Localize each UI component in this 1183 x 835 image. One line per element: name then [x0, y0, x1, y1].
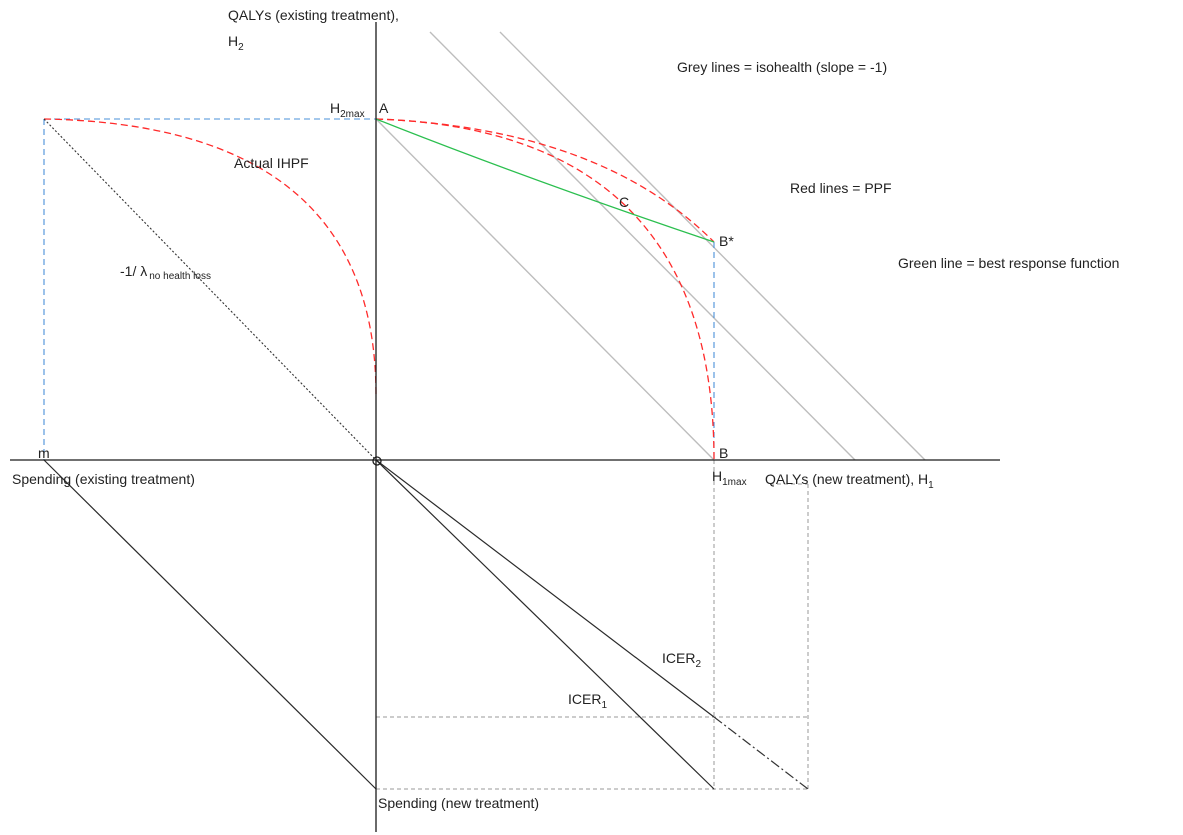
- ppf-inner-curve: [375, 118, 715, 461]
- origin-marker: [372, 456, 382, 466]
- actual-ihpf-curve: [43, 118, 377, 396]
- legend-green: Green line = best response function: [898, 255, 1119, 271]
- y-axis-label-line2: H2: [228, 33, 244, 53]
- best-response-line: [375, 118, 715, 243]
- legend-red: Red lines = PPF: [790, 180, 892, 196]
- legend-grey: Grey lines = isohealth (slope = -1): [677, 59, 887, 75]
- x-axis-left-label: Spending (existing treatment): [12, 471, 195, 487]
- point-b-star-label: B*: [719, 233, 734, 249]
- h1max-label: H1max: [712, 468, 747, 488]
- icer2-extension-line: [713, 716, 809, 790]
- isohealth-line-3: [499, 31, 926, 461]
- lambda-label: -1/ λ no health loss: [120, 263, 211, 282]
- icer2-label: ICER2: [662, 650, 701, 670]
- x-axis-right-label: QALYs (new treatment), H1: [765, 471, 934, 491]
- left-spending-line: [43, 459, 377, 790]
- isohealth-line-2: [429, 31, 856, 461]
- lambda-line: [43, 118, 377, 461]
- icer2-line: [375, 459, 715, 718]
- h2max-label: H2max: [330, 100, 365, 120]
- isohealth-line-1: [375, 118, 715, 461]
- icer1-line: [375, 459, 715, 790]
- icer1-label: ICER1: [568, 691, 607, 711]
- point-c-label: C: [619, 194, 629, 210]
- point-a-label: A: [379, 100, 389, 116]
- y-axis-label-line1: QALYs (existing treatment),: [228, 7, 399, 23]
- actual-ihpf-label: Actual IHPF: [234, 155, 309, 171]
- point-m-label: m: [38, 445, 50, 461]
- ppf-outer-curve: [375, 118, 715, 243]
- point-b-label: B: [719, 445, 728, 461]
- y-axis-bottom-label: Spending (new treatment): [378, 795, 539, 811]
